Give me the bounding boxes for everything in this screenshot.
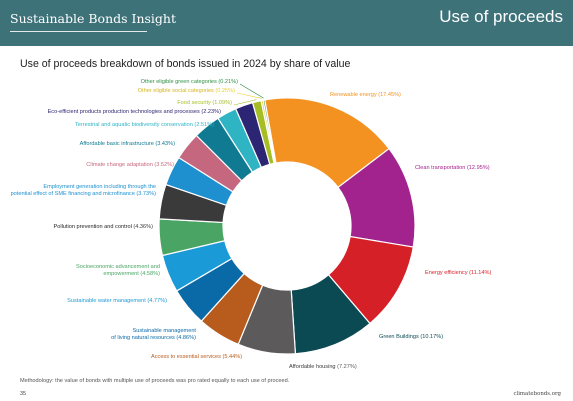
slice-label-5: Access to essential services (5.44%) [151,354,242,360]
slice-label-1: Clean transportation (12.95%) [415,165,490,171]
slice-value-10: (3.73%) [136,191,156,197]
slice-value-1: (12.95%) [467,165,490,171]
slice-17 [262,99,277,164]
slice-value-5: (5.44%) [223,354,243,360]
slice-value-8: (4.58%) [140,271,160,277]
brand-title: Sustainable Bonds Insight [10,11,177,26]
slice-value-15: (1.09%) [212,100,232,106]
slice-label-16: Other eligible social categories (0.25%) [138,88,235,94]
slice-value-13: (2.51%) [194,122,214,128]
slice-label-17: Other eligible green categories (0.21%) [141,79,238,85]
slice-label-15: Food security (1.09%) [177,100,232,106]
slice-value-9: (4.36%) [133,224,153,230]
slice-label-7: Sustainable water management (4.77%) [67,298,167,304]
page-number: 35 [20,391,26,397]
site-url: climatebonds.org [513,391,561,397]
methodology-note: Methodology: the value of bonds with mul… [20,378,290,384]
slice-value-16: (0.25%) [215,88,235,94]
leader-line-15 [233,99,257,106]
slice-label-0: Renewable energy (17.45%) [330,92,401,98]
slice-value-17: (0.21%) [218,79,238,85]
slice-value-6: (4.86%) [176,335,196,341]
chart-title: Use of proceeds breakdown of bonds issue… [20,58,351,70]
slice-label-11: Climate change adaptation (3.52%) [86,162,174,168]
header-bar: Sustainable Bonds Insight Use of proceed… [0,0,573,46]
slice-label-13: Terrestrial and aquatic biodiversity con… [75,122,214,128]
slice-value-3: (10.17%) [420,334,443,340]
slice-label-3: Green Buildings (10.17%) [379,334,443,340]
slice-label-8: Socioeconomic advancement and empowerment… [76,264,160,277]
slice-value-2: (11.14%) [469,270,491,276]
slice-value-12: (3.43%) [155,141,175,147]
slice-label-12: Affordable basic infrastructure (3.43%) [80,141,175,147]
slice-label-6: Sustainable management of living natural … [111,328,196,341]
slice-label-4: Affordable housing (7.27%) [289,364,357,370]
leader-line-16 [236,92,262,99]
slice-value-7: (4.77%) [147,298,167,304]
brand-underline [10,31,147,32]
slice-value-11: (3.52%) [154,162,174,168]
section-title: Use of proceeds [439,7,563,26]
slice-label-14: Eco-efficient products production techno… [48,109,222,115]
slice-value-0: (17.45%) [378,92,401,98]
slice-label-9: Pollution prevention and control (4.36%) [53,224,153,230]
slice-label-2: Energy efficiency (11.14%) [425,270,491,276]
slice-value-14: (2.23%) [201,109,221,115]
leader-line-17 [239,83,264,99]
slice-value-4: (7.27%) [337,364,357,370]
slice-label-10: Employment generation including through … [11,184,157,197]
